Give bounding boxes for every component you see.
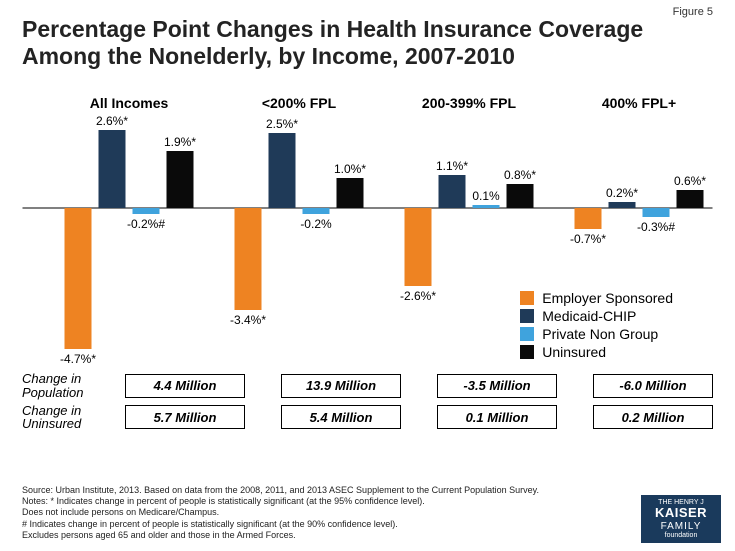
- logo-line-3: FAMILY: [661, 521, 702, 532]
- bar-label: 0.2%*: [606, 186, 638, 200]
- bar-label: -0.7%*: [570, 232, 606, 246]
- legend-item: Uninsured: [520, 344, 673, 360]
- footnote-line: Source: Urban Institute, 2013. Based on …: [22, 485, 615, 496]
- bar-employer: [405, 208, 432, 286]
- footnote-line: Does not include persons on Medicare/Cha…: [22, 507, 615, 518]
- bar-label: -3.4%*: [230, 313, 266, 327]
- bar-label: 1.9%*: [164, 135, 196, 149]
- logo-line-2: KAISER: [655, 506, 707, 520]
- table-cell: 5.7 Million: [125, 405, 245, 429]
- bar-label: -4.7%*: [60, 352, 96, 366]
- legend-item: Private Non Group: [520, 326, 673, 342]
- bar-employer: [575, 208, 602, 229]
- legend-swatch: [520, 291, 534, 305]
- bar-chart: All Incomes -4.7%* 2.6%* -0.2%# 1.9%* <200% F…: [22, 78, 713, 368]
- footnote-line: # Indicates change in percent of people …: [22, 519, 615, 530]
- legend-label: Medicaid-CHIP: [542, 308, 636, 324]
- bar-label: 2.6%*: [96, 114, 128, 128]
- row-label: Change in Uninsured: [22, 404, 105, 431]
- bar-uninsured: [167, 151, 194, 208]
- bar-label: -0.2%: [300, 217, 332, 231]
- bar-employer: [65, 208, 92, 349]
- table-cell: 5.4 Million: [281, 405, 401, 429]
- legend-item: Medicaid-CHIP: [520, 308, 673, 324]
- bar-label: 0.8%*: [504, 168, 536, 182]
- bar-label: -0.2%#: [127, 217, 165, 231]
- bar-medicaid: [439, 175, 466, 208]
- table-row: Change in Uninsured 5.7 Million 5.4 Millio…: [22, 404, 713, 431]
- legend-label: Employer Sponsored: [542, 290, 673, 306]
- legend-swatch: [520, 327, 534, 341]
- legend-swatch: [520, 345, 534, 359]
- bar-uninsured: [337, 178, 364, 208]
- title-line-2: Among the Nonelderly, by Income, 2007-20…: [22, 43, 515, 69]
- footnote-line: Notes: * Indicates change in percent of …: [22, 496, 615, 507]
- figure-label: Figure 5: [673, 6, 713, 18]
- bar-label: 0.6%*: [674, 174, 706, 188]
- bar-label: -2.6%*: [400, 289, 436, 303]
- bar-uninsured: [677, 190, 704, 208]
- table-cell: 13.9 Million: [281, 374, 401, 398]
- logo-line-4: foundation: [665, 532, 698, 540]
- bar-medicaid: [269, 133, 296, 208]
- table-cell: 0.2 Million: [593, 405, 713, 429]
- bar-private: [303, 208, 330, 214]
- summary-tables: Change in Population 4.4 Million 13.9 Mill…: [22, 372, 713, 431]
- row-label: Change in Population: [22, 372, 105, 399]
- group-header: 200-399% FPL: [422, 95, 517, 111]
- legend-item: Employer Sponsored: [520, 290, 673, 306]
- bar-medicaid: [609, 202, 636, 208]
- group-header: <200% FPL: [262, 95, 337, 111]
- bar-private: [133, 208, 160, 214]
- bar-label: 1.0%*: [334, 162, 366, 176]
- table-cell: -3.5 Million: [437, 374, 557, 398]
- bar-medicaid: [99, 130, 126, 208]
- table-cell: -6.0 Million: [593, 374, 713, 398]
- kff-logo: THE HENRY J KAISER FAMILY foundation: [641, 495, 721, 543]
- group-header: All Incomes: [90, 95, 169, 111]
- bar-label: -0.3%#: [637, 220, 675, 234]
- bar-label: 0.1%: [472, 189, 500, 203]
- legend-swatch: [520, 309, 534, 323]
- bar-uninsured: [507, 184, 534, 208]
- bar-employer: [235, 208, 262, 310]
- footnote-line: Excludes persons aged 65 and older and t…: [22, 530, 615, 541]
- bar-label: 2.5%*: [266, 117, 298, 131]
- title-line-1: Percentage Point Changes in Health Insur…: [22, 16, 643, 42]
- table-cell: 4.4 Million: [125, 374, 245, 398]
- group-header: 400% FPL+: [602, 95, 676, 111]
- bar-private: [473, 205, 500, 208]
- row-cells: 5.7 Million 5.4 Million 0.1 Million 0.2 Mil…: [125, 405, 713, 429]
- bar-label: 1.1%*: [436, 159, 468, 173]
- legend-label: Uninsured: [542, 344, 606, 360]
- footnotes: Source: Urban Institute, 2013. Based on …: [22, 485, 615, 541]
- row-cells: 4.4 Million 13.9 Million -3.5 Million -6.0 …: [125, 374, 713, 398]
- bar-private: [643, 208, 670, 217]
- table-row: Change in Population 4.4 Million 13.9 Mill…: [22, 372, 713, 399]
- chart-title: Percentage Point Changes in Health Insur…: [22, 16, 713, 70]
- legend-label: Private Non Group: [542, 326, 658, 342]
- slide: Figure 5 Percentage Point Changes in Hea…: [0, 0, 735, 551]
- table-cell: 0.1 Million: [437, 405, 557, 429]
- legend: Employer Sponsored Medicaid-CHIP Private N…: [520, 290, 673, 362]
